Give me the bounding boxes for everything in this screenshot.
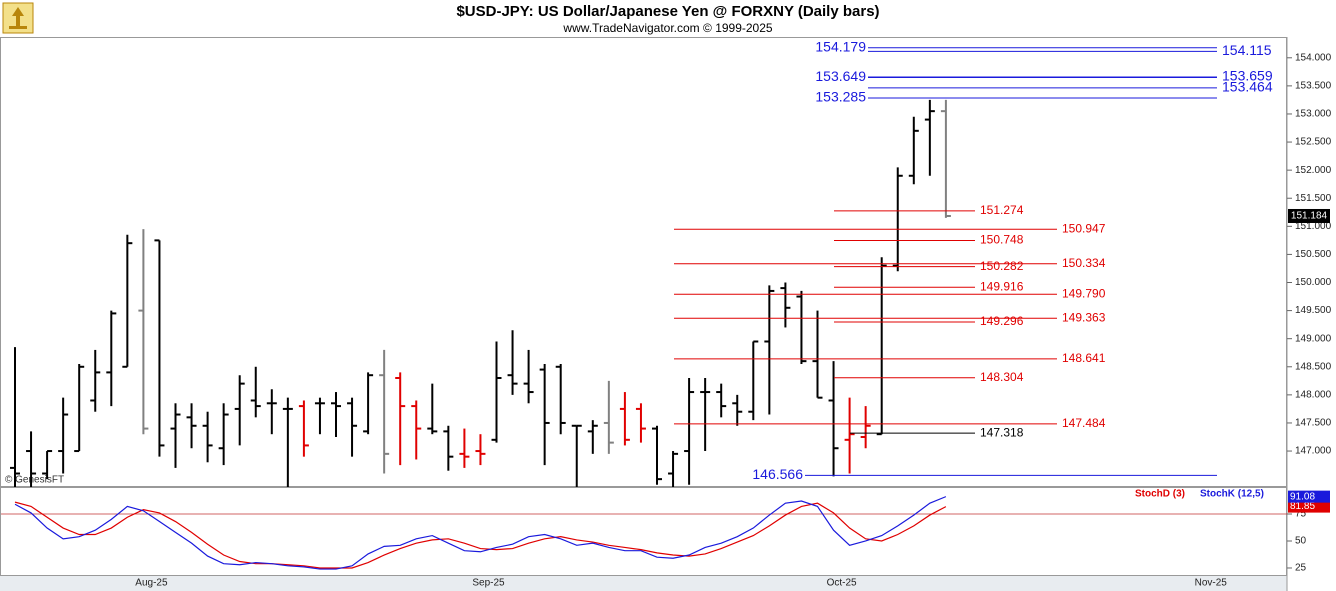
- last-value-label: 91.08: [1290, 491, 1315, 502]
- last-price-label: 151.184: [1291, 211, 1328, 222]
- y-tick-label: 151.000: [1295, 221, 1332, 232]
- chart-title: $USD-JPY: US Dollar/Japanese Yen @ FORXN…: [456, 3, 879, 20]
- y-tick-label: 50: [1295, 536, 1307, 547]
- level-label: 146.566: [752, 466, 803, 482]
- x-tick-label: Aug-25: [135, 578, 168, 589]
- level-label: 149.363: [1062, 310, 1106, 324]
- stoch-line: [14, 501, 947, 569]
- y-tick-label: 149.000: [1295, 333, 1332, 344]
- y-tick-label: 150.500: [1295, 249, 1332, 260]
- watermark: © GenesisFT: [5, 475, 64, 486]
- last-value-box: [1288, 500, 1330, 513]
- level-label: 147.318: [980, 425, 1024, 439]
- y-tick-label: 151.500: [1295, 193, 1332, 204]
- level-label: 149.790: [1062, 286, 1106, 300]
- level-label: 154.115: [1222, 42, 1272, 58]
- y-tick-label: 75: [1295, 509, 1307, 520]
- level-label: 148.641: [1062, 351, 1106, 365]
- level-label: 150.334: [1062, 256, 1106, 270]
- last-price-box: [1288, 208, 1330, 223]
- level-label: 153.464: [1222, 79, 1273, 95]
- last-value-box: [1288, 490, 1330, 503]
- level-label: 153.285: [815, 89, 866, 105]
- y-tick-label: 153.500: [1295, 81, 1332, 92]
- level-label: 150.748: [980, 233, 1024, 247]
- y-tick-label: 148.500: [1295, 361, 1332, 372]
- level-label: 148.304: [980, 370, 1024, 384]
- y-tick-label: 147.500: [1295, 418, 1332, 429]
- y-tick-label: 147.000: [1295, 446, 1332, 457]
- level-label: 149.296: [980, 314, 1024, 328]
- y-tick-label: 153.000: [1295, 109, 1332, 120]
- price-plot: [10, 99, 951, 487]
- level-label: 149.916: [980, 279, 1024, 293]
- level-label: 150.282: [980, 259, 1024, 273]
- y-tick-label: 25: [1295, 563, 1307, 574]
- x-tick-label: Sep-25: [472, 578, 505, 589]
- level-label: 151.274: [980, 203, 1024, 217]
- y-tick-label: 152.000: [1295, 165, 1332, 176]
- legend-entry: StochD (3): [1135, 489, 1185, 500]
- logo: [2, 2, 34, 34]
- last-value-label: 81.85: [1290, 501, 1315, 512]
- level-label: 154.179: [815, 38, 866, 54]
- stoch-line: [14, 496, 947, 570]
- level-label: 153.649: [815, 68, 866, 84]
- chart-subtitle: www.TradeNavigator.com © 1999-2025: [562, 21, 772, 35]
- y-tick-label: 148.000: [1295, 390, 1332, 401]
- level-label: 150.947: [1062, 221, 1106, 235]
- y-tick-label: 149.500: [1295, 305, 1332, 316]
- level-label: 147.484: [1062, 416, 1106, 430]
- x-tick-label: Oct-25: [827, 578, 857, 589]
- y-tick-label: 150.000: [1295, 277, 1332, 288]
- x-tick-label: Nov-25: [1195, 578, 1228, 589]
- x-axis-band: [0, 575, 1287, 591]
- legend-entry: StochK (12,5): [1200, 489, 1264, 500]
- y-tick-label: 154.000: [1295, 52, 1332, 63]
- level-label: 153.659: [1222, 68, 1273, 84]
- y-tick-label: 152.500: [1295, 137, 1332, 148]
